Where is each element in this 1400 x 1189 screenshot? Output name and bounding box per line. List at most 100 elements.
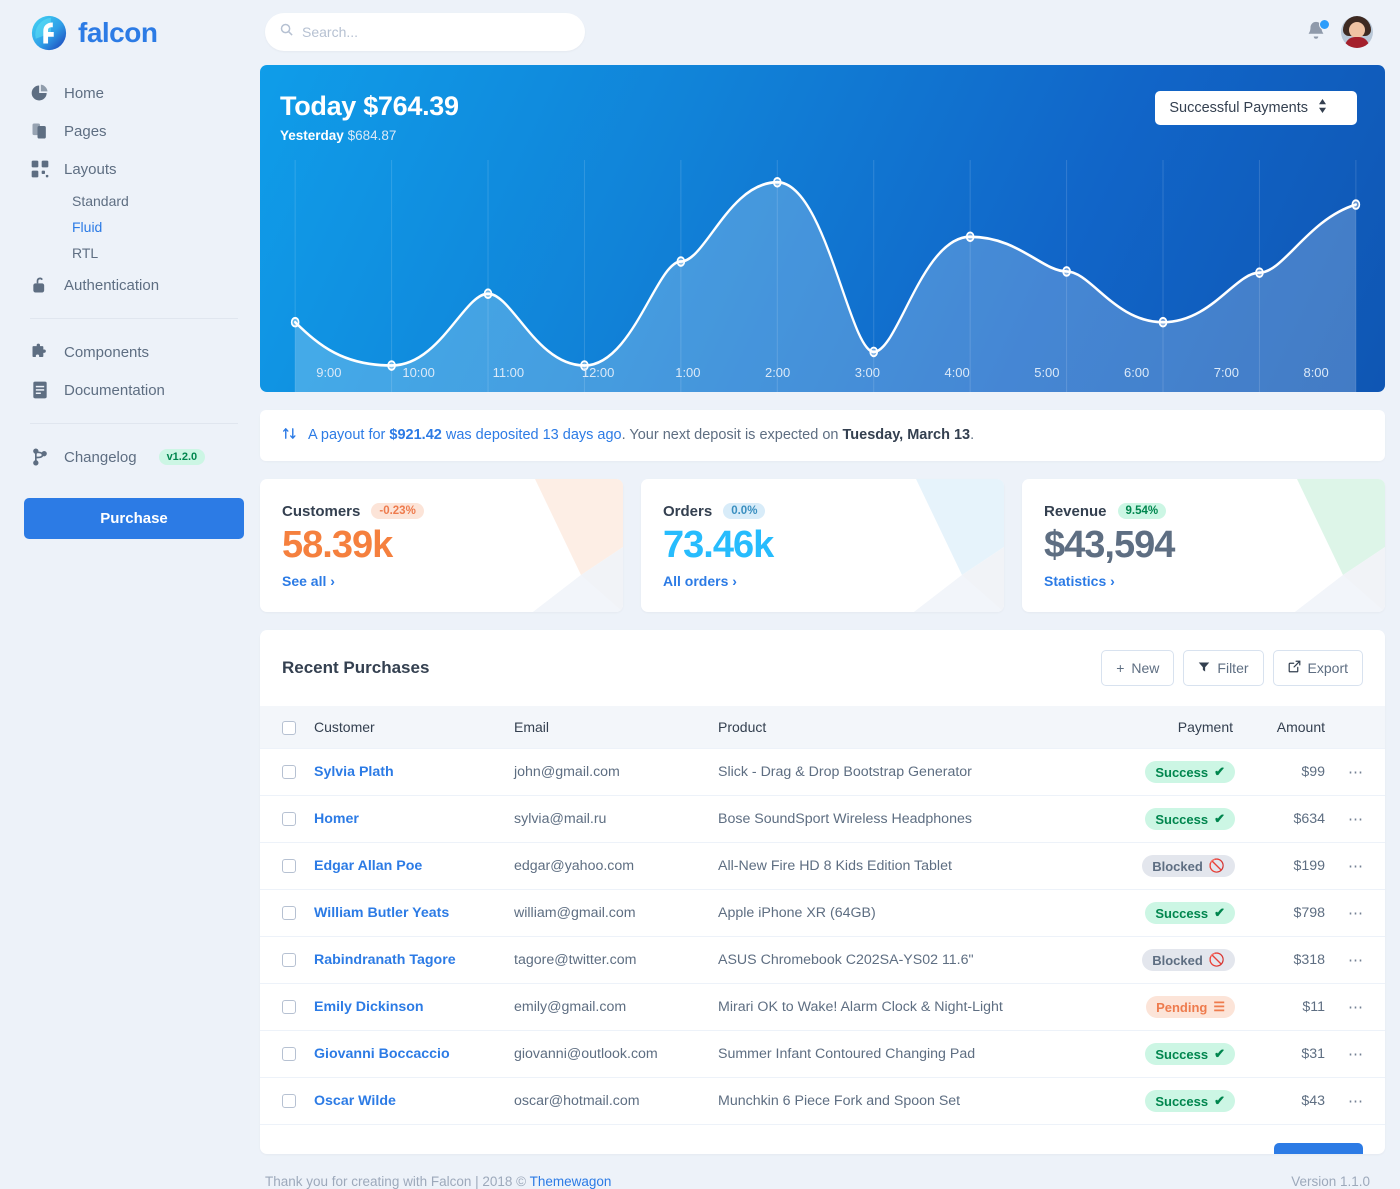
status-label: Success xyxy=(1155,811,1209,827)
search-input[interactable] xyxy=(302,24,571,41)
customer-link[interactable]: William Butler Yeats xyxy=(314,905,450,922)
cell-amount: $43 xyxy=(1243,1077,1333,1126)
chart-title: Today $764.39 xyxy=(280,90,459,121)
purchase-button[interactable]: Purchase xyxy=(24,498,244,539)
row-actions-menu-icon[interactable]: ⋯ xyxy=(1348,905,1364,923)
avatar[interactable] xyxy=(1341,16,1373,49)
chart-subtitle-label: Yesterday xyxy=(280,127,344,143)
row-actions-menu-icon[interactable]: ⋯ xyxy=(1348,858,1364,876)
chart-line xyxy=(294,180,1357,367)
sidebar-subitem-fluid[interactable]: Fluid xyxy=(72,219,103,235)
sidebar-item-components[interactable]: Components xyxy=(24,333,244,371)
sidebar-item-label: Changelog xyxy=(64,448,137,466)
table-row[interactable]: Sylvia Plath john@gmail.com Slick - Drag… xyxy=(260,748,1385,797)
status-label: Success xyxy=(1155,905,1209,921)
cell-email: giovanni@outlook.com xyxy=(506,1030,710,1079)
bell-icon[interactable] xyxy=(1305,19,1330,44)
customer-link[interactable]: Edgar Allan Poe xyxy=(314,858,423,875)
row-checkbox[interactable] xyxy=(282,1000,296,1015)
row-checkbox[interactable] xyxy=(282,765,296,780)
sidebar-item-documentation[interactable]: Documentation xyxy=(24,371,244,409)
next-button[interactable]: Next xyxy=(1274,1143,1363,1154)
export-button[interactable]: Export xyxy=(1272,649,1363,686)
card-decoration xyxy=(473,478,623,612)
sidebar-item-label: Authentication xyxy=(64,276,160,294)
sidebar-item-label: Components xyxy=(64,343,150,361)
customer-link[interactable]: Sylvia Plath xyxy=(314,764,394,781)
customer-link[interactable]: Oscar Wilde xyxy=(314,1093,396,1110)
status-badge: Pending ☰ xyxy=(1146,996,1235,1019)
sidebar-subitem-standard[interactable]: Standard xyxy=(72,193,129,209)
row-checkbox[interactable] xyxy=(282,1094,296,1109)
cell-email: sylvia@mail.ru xyxy=(506,795,710,844)
payout-link[interactable]: A payout for $921.42 was deposited 13 da… xyxy=(308,427,622,443)
sidebar-item-authentication[interactable]: Authentication xyxy=(24,266,244,304)
revenue-chart-card: Today $764.39 Yesterday $684.87 Successf… xyxy=(260,64,1385,392)
row-checkbox[interactable] xyxy=(282,953,296,968)
stat-link-label: All orders xyxy=(663,572,729,589)
customer-link[interactable]: Homer xyxy=(314,811,359,828)
row-actions-menu-icon[interactable]: ⋯ xyxy=(1348,811,1364,829)
filter-button[interactable]: Filter xyxy=(1183,649,1264,686)
check-icon: ✔ xyxy=(1214,1093,1225,1109)
stat-link-statistics[interactable]: Statistics › xyxy=(1044,572,1115,589)
ban-icon: 🚫 xyxy=(1208,858,1225,874)
puzzle-icon xyxy=(30,342,50,362)
falcon-logo-icon xyxy=(30,14,68,52)
row-actions-menu-icon[interactable]: ⋯ xyxy=(1348,999,1364,1017)
lock-open-icon xyxy=(30,275,50,295)
select-all-checkbox[interactable] xyxy=(282,721,296,736)
table-row[interactable]: Homer sylvia@mail.ru Bose SoundSport Wir… xyxy=(260,795,1385,844)
table-row[interactable]: Rabindranath Tagore tagore@twitter.com A… xyxy=(260,936,1385,985)
sidebar-divider-2 xyxy=(30,423,238,424)
customer-link[interactable]: Giovanni Boccaccio xyxy=(314,1046,450,1063)
row-actions-menu-icon[interactable]: ⋯ xyxy=(1348,1046,1364,1064)
payout-after: . Your next deposit is expected on xyxy=(621,427,843,444)
cell-email: emily@gmail.com xyxy=(506,983,710,1032)
sidebar-item-label: Pages xyxy=(64,122,107,140)
cell-product: Apple iPhone XR (64GB) xyxy=(710,889,1108,938)
row-checkbox[interactable] xyxy=(282,906,296,921)
table-row[interactable]: Oscar Wilde oscar@hotmail.com Munchkin 6… xyxy=(260,1077,1385,1126)
row-select-cell xyxy=(260,795,306,844)
payment-type-select[interactable]: Successful Payments xyxy=(1155,90,1357,125)
sidebar-item-changelog[interactable]: Changelog v1.2.0 xyxy=(24,438,244,476)
row-checkbox[interactable] xyxy=(282,859,296,874)
sidebar-item-layouts[interactable]: Layouts xyxy=(24,150,244,188)
version-badge: v1.2.0 xyxy=(158,449,206,465)
row-actions-menu-icon[interactable]: ⋯ xyxy=(1348,764,1364,782)
customer-link[interactable]: Rabindranath Tagore xyxy=(314,952,456,969)
sidebar-item-pages[interactable]: Pages xyxy=(24,112,244,150)
table-row[interactable]: William Butler Yeats william@gmail.com A… xyxy=(260,889,1385,938)
row-checkbox[interactable] xyxy=(282,812,296,827)
new-button[interactable]: + New xyxy=(1101,649,1175,686)
sidebar-subitem-rtl[interactable]: RTL xyxy=(72,245,99,261)
row-checkbox[interactable] xyxy=(282,1047,296,1062)
cell-product: All-New Fire HD 8 Kids Edition Tablet xyxy=(710,842,1108,891)
sidebar-item-home[interactable]: Home xyxy=(24,74,244,112)
x-tick: 12:00 xyxy=(581,364,615,380)
stat-header: Orders 0.0% xyxy=(663,503,982,520)
stat-link-see-all[interactable]: See all › xyxy=(282,572,335,589)
stat-link-all-orders[interactable]: All orders › xyxy=(663,572,737,589)
cell-email: edgar@yahoo.com xyxy=(506,842,710,891)
table-row[interactable]: Edgar Allan Poe edgar@yahoo.com All-New … xyxy=(260,842,1385,891)
themewagon-link[interactable]: Themewagon xyxy=(529,1174,612,1189)
search-box[interactable] xyxy=(265,13,585,52)
row-actions-menu-icon[interactable]: ⋯ xyxy=(1348,952,1364,970)
main-content: Today $764.39 Yesterday $684.87 Successf… xyxy=(260,0,1400,1189)
row-select-cell xyxy=(260,983,306,1032)
table-row[interactable]: Giovanni Boccaccio giovanni@outlook.com … xyxy=(260,1030,1385,1079)
brand[interactable]: falcon xyxy=(16,0,244,74)
customer-link[interactable]: Emily Dickinson xyxy=(314,999,424,1016)
row-actions-menu-icon[interactable]: ⋯ xyxy=(1348,1093,1364,1111)
sidebar-item-label: Home xyxy=(64,84,105,102)
new-button-label: New xyxy=(1131,659,1160,676)
cell-email: oscar@hotmail.com xyxy=(506,1077,710,1126)
status-badge: Blocked 🚫 xyxy=(1142,855,1235,878)
table-row[interactable]: Emily Dickinson emily@gmail.com Mirari O… xyxy=(260,983,1385,1032)
status-badge: Success ✔ xyxy=(1145,1090,1235,1113)
pie-chart-icon xyxy=(30,83,50,103)
x-tick: 7:00 xyxy=(1213,364,1240,380)
previous-button[interactable]: Previous xyxy=(1184,1145,1262,1154)
